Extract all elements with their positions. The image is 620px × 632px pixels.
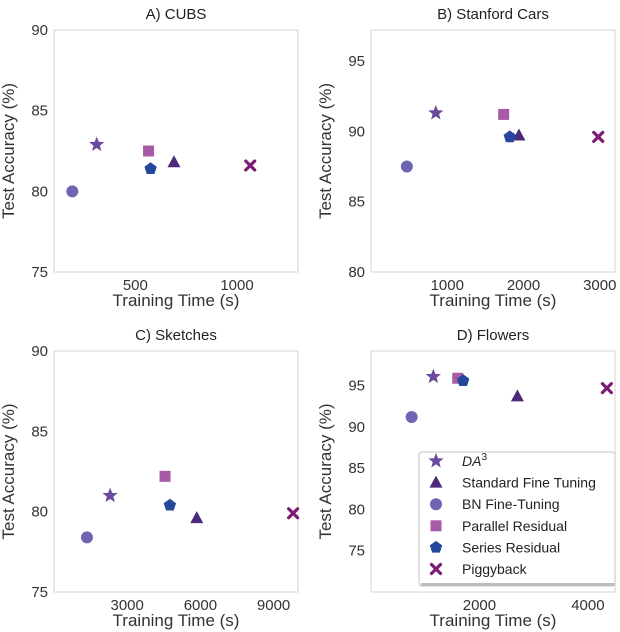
data-point-ser (144, 162, 157, 175)
data-point-pig (592, 130, 605, 144)
legend-item-par: Parallel Residual (430, 518, 567, 534)
panel-3: C) Sketches 3000 6000 9000 75 80 85 90 Training … (0, 327, 300, 630)
data-point-pig (287, 507, 300, 520)
panel-title: D) Flowers (457, 327, 530, 344)
data-point-da3 (428, 105, 444, 120)
legend: DA3 Standard Fine Tuning BN Fine-Tuning Par… (418, 451, 616, 587)
x-tick-label: 2000 (507, 277, 540, 294)
data-point-sft (510, 389, 524, 402)
y-tick-label: 85 (348, 460, 365, 477)
legend-label: Standard Fine Tuning (462, 475, 596, 491)
y-tick-label: 85 (31, 423, 48, 440)
data-point-pig (600, 382, 613, 395)
legend-label: Parallel Residual (462, 518, 567, 534)
panel-2: B) Stanford Cars 1000 2000 3000 80 85 90 95 Trai… (316, 6, 616, 310)
legend-label: Series Residual (462, 539, 560, 555)
star-icon (428, 453, 444, 468)
data-point-ser (503, 130, 516, 143)
panel-title: A) CUBS (146, 6, 207, 23)
y-tick-label: 75 (31, 584, 48, 601)
y-axis-label: Test Accuracy (%) (0, 83, 18, 219)
data-point-ser (457, 374, 470, 386)
data-point-sft (512, 128, 526, 141)
panel-title: B) Stanford Cars (437, 6, 549, 23)
y-tick-label: 95 (348, 378, 365, 395)
legend-item-da3: DA3 (428, 452, 487, 469)
legend-item-bn: BN Fine-Tuning (430, 496, 560, 512)
x-tick-label: 1000 (220, 277, 253, 294)
data-point-bn (80, 531, 93, 544)
y-tick-label: 90 (348, 419, 365, 436)
legend-item-ser: Series Residual (429, 539, 560, 555)
legend-shadow (421, 583, 615, 586)
plot-frame (53, 29, 299, 273)
x-tick-label: 9000 (257, 597, 290, 614)
data-point-sft (167, 155, 181, 168)
panel-1: A) CUBS 500 1000 75 80 85 90 Training Time (s) T… (0, 6, 299, 310)
y-tick-label: 75 (348, 543, 365, 560)
data-point-da3 (102, 487, 118, 503)
x-tick-label: 3000 (111, 597, 144, 614)
y-tick-label: 80 (31, 504, 48, 521)
x-axis-label: Training Time (s) (113, 611, 240, 630)
y-tick-label: 75 (31, 264, 48, 281)
plot-frame (53, 350, 299, 593)
legend-item-pig: Piggyback (429, 561, 528, 577)
y-tick-label: 90 (31, 22, 48, 39)
y-tick-label: 95 (348, 53, 365, 70)
x-icon (429, 562, 443, 576)
data-point-da3 (425, 368, 441, 384)
x-axis-label: Training Time (s) (113, 291, 240, 310)
y-axis-label: Test Accuracy (%) (316, 403, 335, 539)
data-point-sft (190, 511, 204, 524)
y-tick-label: 85 (31, 103, 48, 120)
x-tick-label: 2000 (463, 597, 496, 614)
circle-icon (430, 498, 442, 511)
y-axis-label: Test Accuracy (%) (316, 83, 335, 219)
x-axis-label: Training Time (s) (430, 611, 557, 630)
data-point-pig (244, 159, 257, 172)
legend-label: BN Fine-Tuning (462, 496, 560, 512)
y-tick-label: 85 (348, 194, 365, 211)
y-tick-label: 80 (348, 501, 365, 518)
y-tick-label: 80 (31, 183, 48, 200)
data-point-da3 (89, 136, 105, 152)
triangle-icon (429, 475, 443, 488)
x-tick-label: 6000 (184, 597, 217, 614)
x-tick-label: 4000 (571, 597, 604, 614)
legend-item-sft: Standard Fine Tuning (429, 475, 596, 491)
square-icon (430, 520, 442, 532)
y-tick-label: 90 (348, 123, 365, 140)
data-point-par (143, 145, 155, 157)
data-point-bn (400, 160, 413, 173)
x-tick-label: 500 (123, 277, 148, 294)
y-tick-label: 80 (348, 264, 365, 281)
data-point-bn (66, 185, 79, 198)
data-point-par (498, 108, 510, 120)
data-point-ser (163, 498, 177, 511)
panel-title: C) Sketches (135, 327, 217, 344)
y-tick-label: 90 (31, 343, 48, 360)
y-axis-label: Test Accuracy (%) (0, 403, 18, 539)
legend-label: DA3 (462, 452, 487, 469)
plot-frame (370, 29, 616, 273)
x-tick-label: 1000 (431, 277, 464, 294)
pentagon-icon (429, 540, 443, 553)
legend-label: Piggyback (462, 561, 528, 577)
x-axis-label: Training Time (s) (430, 291, 557, 310)
data-point-par (159, 470, 171, 482)
x-tick-label: 3000 (583, 277, 616, 294)
data-point-bn (405, 411, 418, 424)
